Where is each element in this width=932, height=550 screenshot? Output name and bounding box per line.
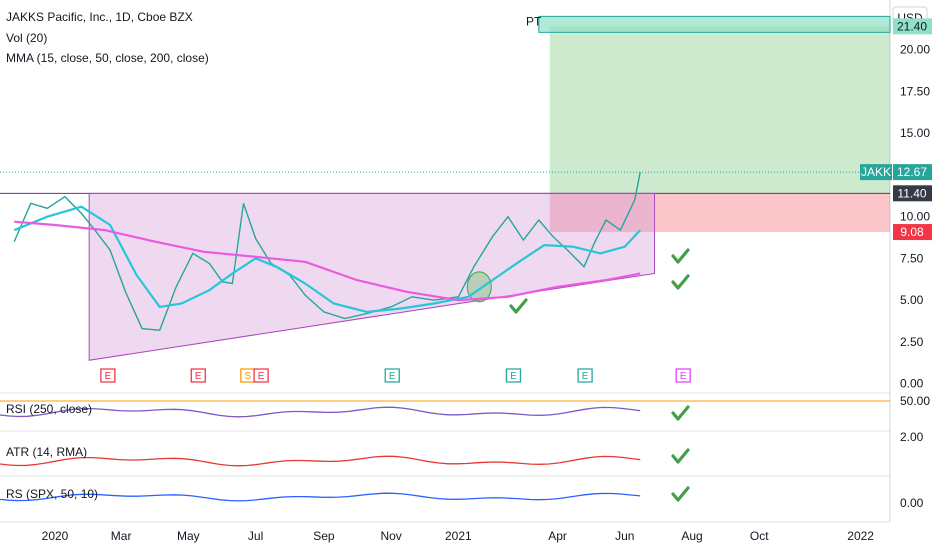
check-mark-icon: [671, 248, 690, 264]
check-mark-icon: [509, 298, 528, 314]
triangle-pattern: [88, 192, 656, 361]
price-tick-label: 17.50: [900, 84, 930, 98]
price-tick-label: 7.50: [900, 251, 924, 265]
series-ma-200: [14, 220, 641, 302]
price-tick-label: 10.00: [900, 210, 930, 224]
time-tick-label: Nov: [380, 529, 401, 543]
rs-legend[interactable]: RS (SPX, 50, 10): [6, 487, 98, 501]
price-tick-label: 20.00: [900, 43, 930, 57]
event-letter: E: [105, 371, 112, 382]
time-tick-label: Oct: [750, 529, 769, 543]
svg-text:21.40: 21.40: [897, 19, 927, 33]
svg-text:JAKK: JAKK: [861, 165, 891, 179]
time-tick-label: 2020: [42, 529, 69, 543]
event-marker-upcoming: [675, 368, 691, 383]
check-marks: [509, 248, 690, 502]
target-price-tag: 21.40: [893, 18, 932, 35]
price-plot[interactable]: [0, 171, 890, 502]
check-mark-icon: [671, 448, 690, 464]
event-letter: E: [258, 371, 265, 382]
svg-text:11.40: 11.40: [897, 186, 926, 200]
check-mark-icon: [671, 405, 690, 421]
series-ma-15: [13, 205, 642, 314]
rs-line: [0, 492, 641, 502]
time-tick-label: May: [177, 529, 200, 543]
stop-price-tag: 9.08: [893, 224, 932, 241]
series-close: [13, 171, 641, 331]
svg-text:9.08: 9.08: [900, 225, 924, 239]
event-letter: E: [510, 371, 517, 382]
rsi-line: [0, 406, 641, 418]
event-letter: E: [680, 371, 687, 382]
symbol-tag[interactable]: JAKK: [860, 164, 892, 181]
volume-legend[interactable]: Vol (20): [6, 31, 47, 45]
event-letter: S: [245, 371, 252, 382]
profit-zone: [549, 26, 890, 194]
time-tick-label: 2021: [445, 529, 472, 543]
grid-lines: [0, 0, 891, 523]
time-tick-label: Aug: [681, 529, 702, 543]
event-letter: E: [389, 371, 396, 382]
time-tick-label: Jul: [248, 529, 263, 543]
rsi-legend[interactable]: RSI (250, close): [6, 402, 92, 416]
price-tick-label: 5.00: [900, 293, 924, 307]
event-marker-earnings: [190, 368, 206, 383]
event-marker-earnings: [100, 368, 116, 383]
event-letter: E: [195, 371, 202, 382]
price-axis[interactable]: 0.002.505.007.5010.0012.5015.0017.5020.0…: [900, 43, 930, 391]
pt-strip: [538, 15, 891, 33]
price-tick-label: 2.50: [900, 335, 924, 349]
price-tick-label: 0.00: [900, 377, 924, 391]
time-axis[interactable]: 2020 Mar May Jul Sep Nov 2021 Apr Jun Aug Oct 2022: [42, 529, 875, 543]
event-marker-earnings: [577, 368, 593, 383]
last-price-tag: 12.67: [893, 164, 932, 181]
atr-legend[interactable]: ATR (14, RMA): [6, 445, 87, 459]
time-tick-label: Sep: [313, 529, 335, 543]
time-tick-label: Jun: [615, 529, 634, 543]
check-mark-icon: [671, 486, 690, 502]
event-marker-earnings: [253, 368, 269, 383]
loss-zone: [549, 193, 890, 233]
atr-line: [0, 455, 641, 467]
event-letter: E: [582, 371, 589, 382]
time-tick-label: Apr: [548, 529, 567, 543]
chart-title[interactable]: JAKKS Pacific, Inc., 1D, Cboe BZX: [6, 10, 193, 24]
time-tick-label: 2022: [847, 529, 874, 543]
check-mark-icon: [671, 274, 690, 290]
pt-label[interactable]: PT: [526, 14, 542, 28]
svg-text:12.67: 12.67: [897, 165, 927, 179]
event-marker-earnings: [505, 368, 522, 383]
entry-price-tag: 11.40: [893, 185, 932, 202]
price-tick-label: 15.00: [900, 126, 930, 140]
event-marker-earnings: [384, 368, 400, 383]
time-tick-label: Mar: [111, 529, 132, 543]
rsi-axis-tick: 50.00: [900, 394, 930, 408]
drawings: [0, 15, 891, 361]
atr-axis-tick: 2.00: [900, 430, 924, 444]
ma-legend[interactable]: MMA (15, close, 50, close, 200, close): [6, 51, 209, 65]
rs-axis-tick: 0.00: [900, 496, 924, 510]
